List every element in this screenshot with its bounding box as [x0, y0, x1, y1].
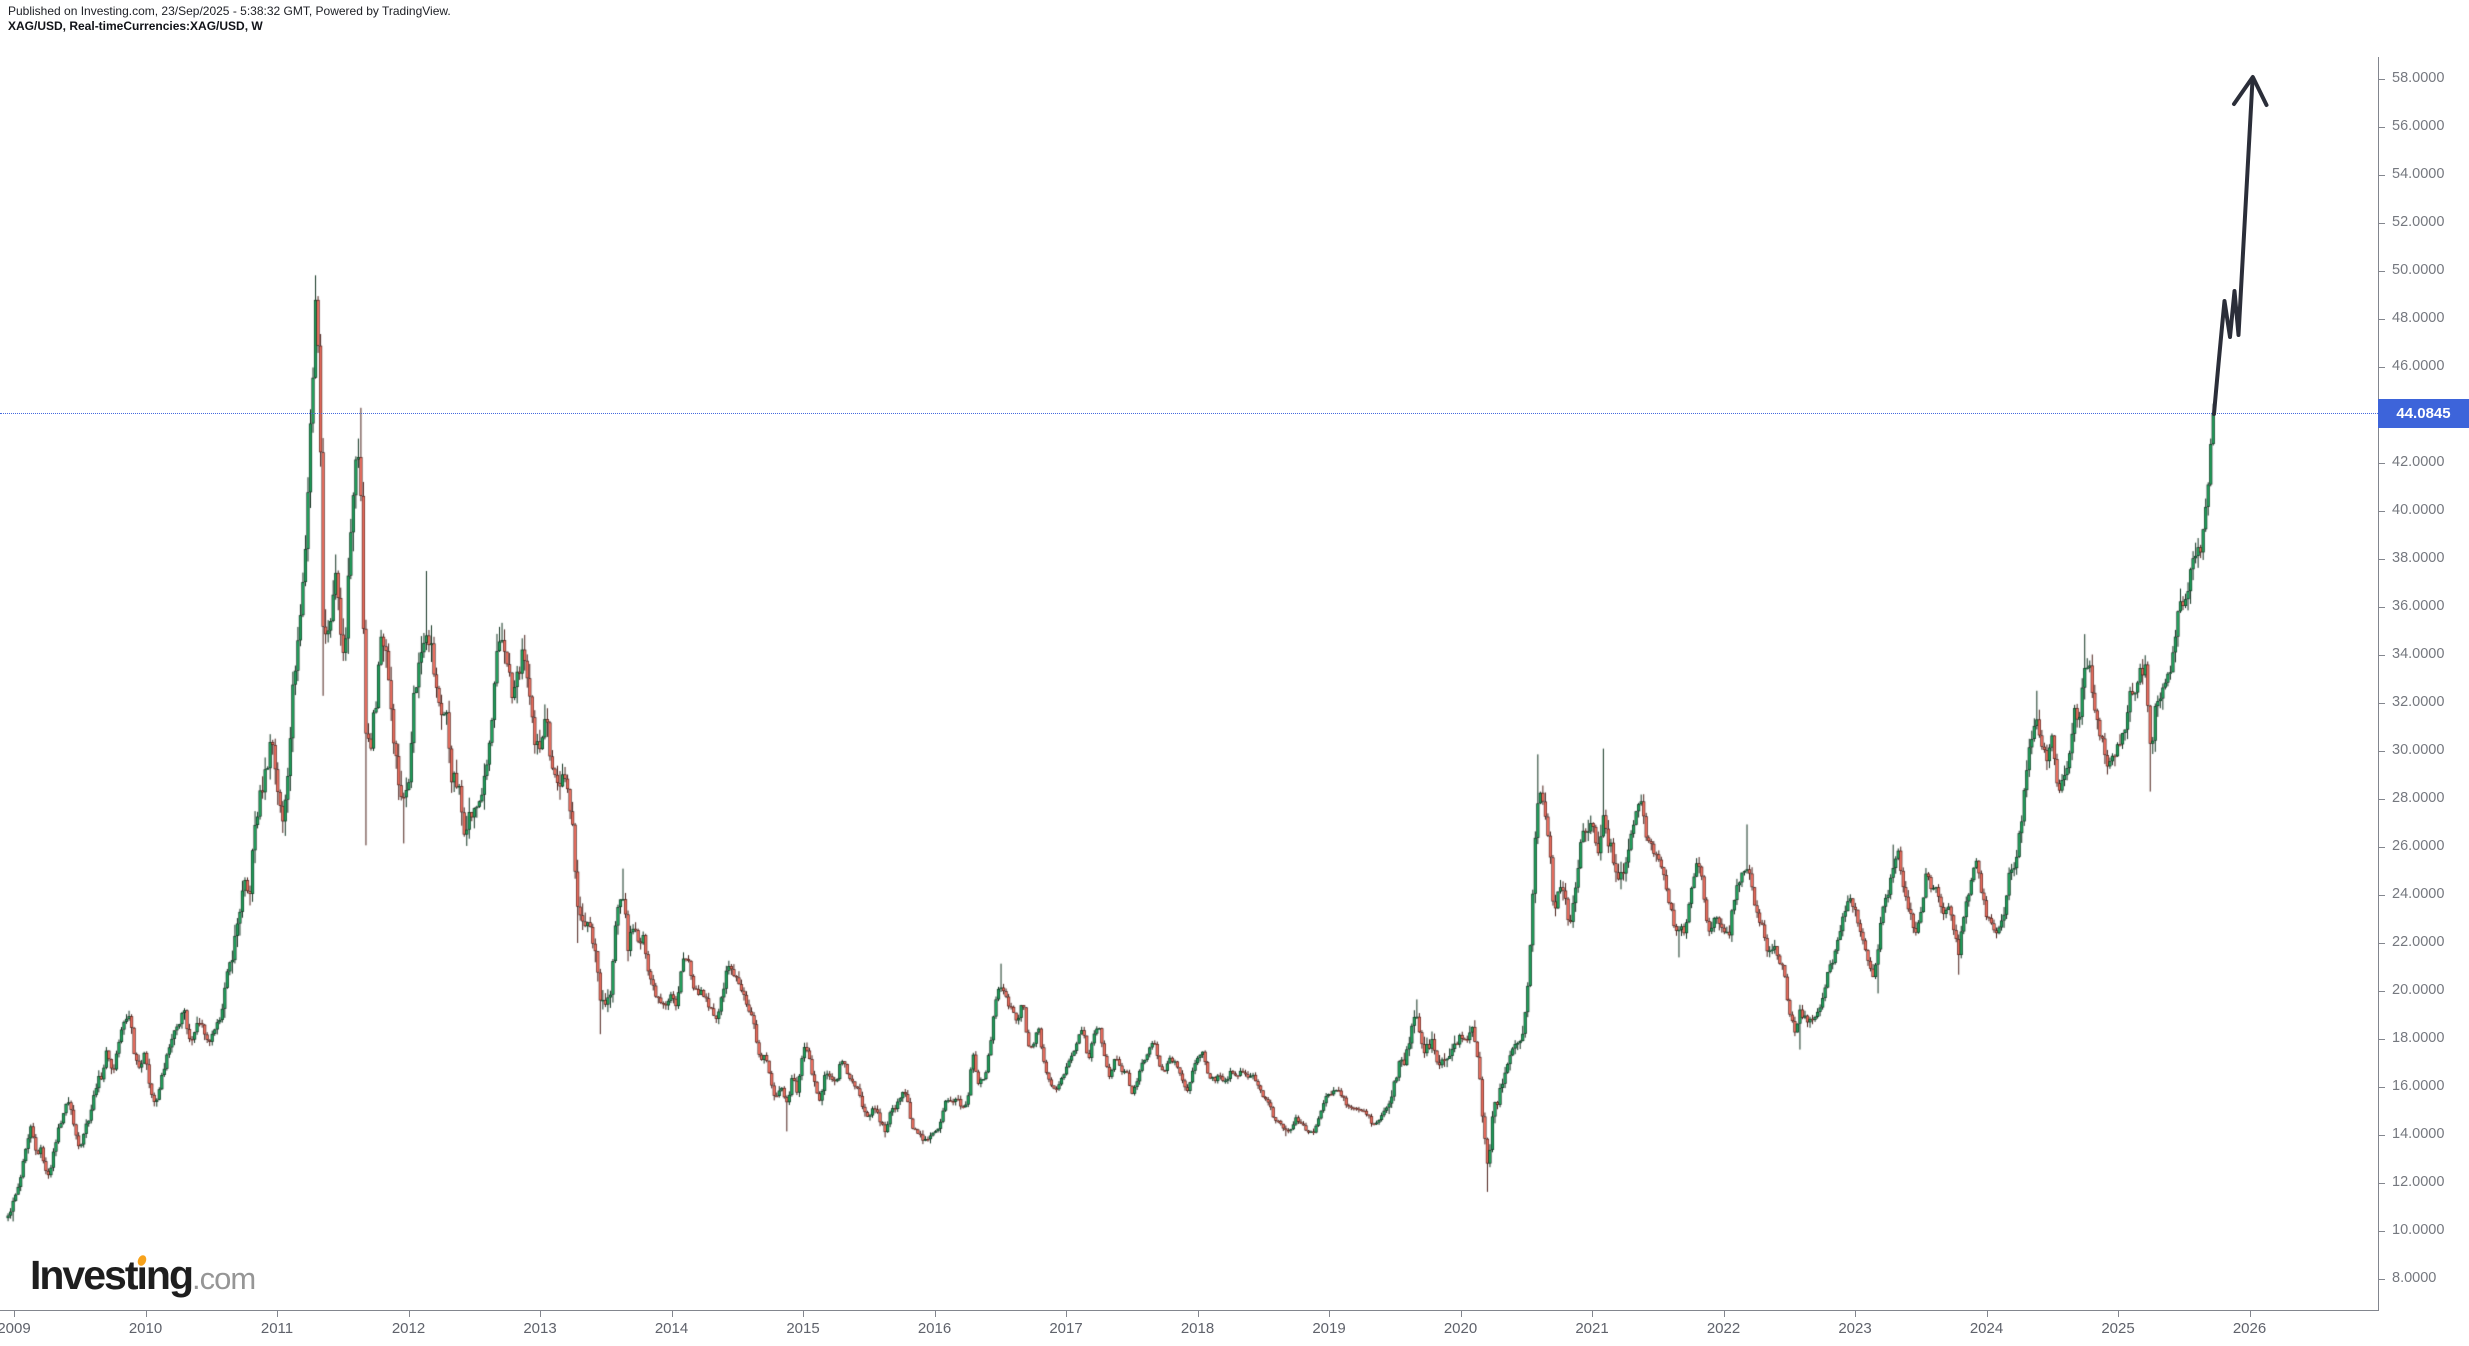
year-tick: [1460, 1311, 1462, 1317]
year-tick-label: 2024: [1969, 1320, 2004, 1337]
price-tick: [2379, 943, 2385, 944]
year-tick: [803, 1311, 804, 1317]
investing-logo-suffix: .com: [192, 1261, 256, 1296]
price-tick-label: 16.0000: [2392, 1078, 2445, 1094]
price-tick-label: 50.0000: [2392, 262, 2445, 278]
price-tick-label: 28.0000: [2392, 790, 2445, 806]
price-tick-label: 42.0000: [2392, 454, 2445, 470]
year-tick-label: 2009: [0, 1320, 31, 1337]
price-tick: [2379, 607, 2385, 608]
year-tick-label: 2026: [2232, 1320, 2267, 1337]
year-tick-label: 2023: [1838, 1320, 1872, 1337]
year-tick: [1855, 1311, 1856, 1317]
price-tick: [2379, 271, 2385, 272]
year-tick-label: 2018: [1180, 1320, 1215, 1337]
year-tick: [671, 1311, 673, 1317]
price-tick-label: 24.0000: [2392, 886, 2445, 902]
price-tick-label: 48.0000: [2392, 310, 2445, 326]
price-tick-label: 26.0000: [2392, 838, 2445, 854]
year-tick-label: 2017: [1049, 1320, 1083, 1337]
year-tick: [1329, 1311, 1330, 1317]
price-axis-line: [2378, 57, 2379, 1310]
year-tick-label: 2021: [1575, 1320, 1609, 1337]
price-tick-label: 20.0000: [2392, 982, 2445, 998]
year-tick-label: 2013: [523, 1320, 557, 1337]
year-tick: [14, 1311, 15, 1317]
year-tick-label: 2025: [2101, 1320, 2135, 1337]
year-tick-label: 2012: [391, 1320, 426, 1337]
price-tick-label: 36.0000: [2392, 598, 2445, 614]
price-tick-label: 46.0000: [2392, 358, 2445, 374]
year-tick-label: 2011: [260, 1320, 294, 1337]
logo-orange-dot-icon: [135, 1253, 148, 1268]
year-tick-label: 2019: [1312, 1320, 1346, 1337]
price-tick: [2379, 1183, 2385, 1184]
price-tick: [2379, 511, 2385, 512]
price-tick: [2379, 559, 2385, 560]
year-tick-label: 2015: [786, 1320, 820, 1337]
price-tick: [2379, 991, 2385, 992]
price-tick-label: 8.0000: [2392, 1270, 2437, 1286]
price-tick: [2379, 655, 2385, 656]
year-tick-label: 2010: [128, 1320, 163, 1337]
price-tick: [2379, 895, 2385, 896]
year-tick: [1066, 1311, 1067, 1317]
price-tick: [2379, 1039, 2385, 1040]
year-tick: [540, 1311, 541, 1317]
price-tick: [2379, 127, 2385, 128]
price-tick: [2379, 1135, 2385, 1136]
year-tick: [1986, 1311, 1988, 1317]
price-tick: [2379, 1231, 2385, 1232]
price-tick-label: 32.0000: [2392, 694, 2445, 710]
price-tick: [2379, 223, 2385, 224]
price-tick: [2379, 703, 2385, 704]
price-tick-label: 58.0000: [2392, 70, 2445, 86]
price-tick: [2379, 367, 2385, 368]
investing-logo[interactable]: Investı ng.com: [30, 1252, 256, 1299]
year-tick: [934, 1311, 936, 1317]
year-tick-label: 2020: [1443, 1320, 1478, 1337]
price-tick-label: 54.0000: [2392, 166, 2445, 182]
current-price-badge: 44.0845: [2378, 399, 2469, 428]
price-tick: [2379, 1279, 2385, 1280]
year-tick: [277, 1311, 278, 1317]
price-tick: [2379, 847, 2385, 848]
price-tick-label: 40.0000: [2392, 502, 2445, 518]
price-tick: [2379, 79, 2385, 80]
price-tick-label: 38.0000: [2392, 550, 2445, 566]
price-tick-label: 14.0000: [2392, 1126, 2445, 1142]
year-tick-label: 2014: [654, 1320, 689, 1337]
price-tick: [2379, 1087, 2385, 1088]
time-axis-line: [0, 1310, 2379, 1311]
price-tick: [2379, 799, 2385, 800]
year-tick: [1592, 1311, 1593, 1317]
price-tick: [2379, 463, 2385, 464]
year-tick-label: 2016: [917, 1320, 952, 1337]
price-tick-label: 56.0000: [2392, 118, 2445, 134]
year-tick: [2249, 1311, 2251, 1317]
price-tick-label: 10.0000: [2392, 1222, 2445, 1238]
price-tick-label: 22.0000: [2392, 934, 2445, 950]
year-tick: [1723, 1311, 1725, 1317]
year-tick: [2118, 1311, 2119, 1317]
price-tick-label: 12.0000: [2392, 1174, 2445, 1190]
price-tick-label: 30.0000: [2392, 742, 2445, 758]
price-tick-label: 52.0000: [2392, 214, 2445, 230]
current-price-line: [0, 413, 2378, 414]
price-tick-label: 34.0000: [2392, 646, 2445, 662]
price-tick-label: 18.0000: [2392, 1030, 2445, 1046]
price-tick: [2379, 319, 2385, 320]
year-tick: [408, 1311, 410, 1317]
investing-logo-text: Investı ng: [30, 1252, 194, 1298]
price-tick: [2379, 751, 2385, 752]
year-tick: [1197, 1311, 1199, 1317]
price-tick: [2379, 175, 2385, 176]
year-tick-label: 2022: [1706, 1320, 1741, 1337]
year-tick: [145, 1311, 147, 1317]
